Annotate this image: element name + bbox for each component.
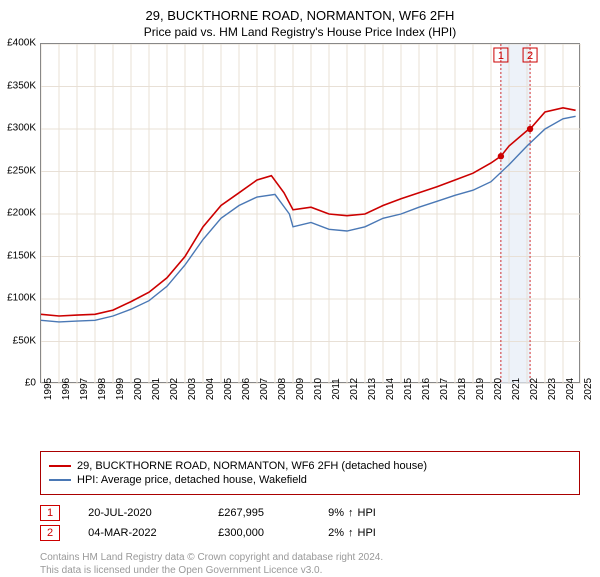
x-tick-label: 2014	[385, 378, 396, 400]
x-tick-label: 2001	[151, 378, 162, 400]
x-tick-label: 2005	[223, 378, 234, 400]
sale-date: 20-JUL-2020	[88, 507, 218, 519]
footer-notes: Contains HM Land Registry data © Crown c…	[40, 551, 580, 577]
legend-swatch	[49, 479, 71, 481]
sale-table: 1 20-JUL-2020£267,9959% ↑ HPI 2 04-MAR-2022…	[40, 505, 580, 541]
plot-rect: 12	[40, 43, 580, 383]
x-tick-label: 1995	[43, 378, 54, 400]
x-tick-label: 2006	[241, 378, 252, 400]
legend-label: HPI: Average price, detached house, Wake…	[77, 474, 307, 486]
x-tick-label: 2015	[403, 378, 414, 400]
x-tick-label: 2024	[565, 378, 576, 400]
x-tick-label: 2010	[313, 378, 324, 400]
svg-text:1: 1	[498, 50, 504, 62]
legend-row: 29, BUCKTHORNE ROAD, NORMANTON, WF6 2FH …	[49, 460, 571, 472]
arrow-up-icon: ↑	[348, 527, 354, 539]
chart-container: 29, BUCKTHORNE ROAD, NORMANTON, WF6 2FH …	[0, 0, 600, 560]
x-tick-label: 2013	[367, 378, 378, 400]
x-tick-label: 2007	[259, 378, 270, 400]
sale-marker: 1	[40, 505, 60, 521]
title-sub: Price paid vs. HM Land Registry's House …	[0, 25, 600, 39]
y-tick-label: £300K	[0, 123, 36, 134]
y-tick-label: £350K	[0, 80, 36, 91]
footer-line-2: This data is licensed under the Open Gov…	[40, 564, 580, 577]
y-tick-label: £50K	[0, 335, 36, 346]
chart-area: £0£50K£100K£150K£200K£250K£300K£350K£400…	[40, 43, 600, 393]
x-tick-label: 2004	[205, 378, 216, 400]
x-axis-labels: 1995199619971998199920002001200220032004…	[40, 385, 580, 435]
sale-price: £267,995	[218, 507, 328, 519]
x-tick-label: 1997	[79, 378, 90, 400]
x-tick-label: 2016	[421, 378, 432, 400]
x-tick-label: 2018	[457, 378, 468, 400]
y-tick-label: £150K	[0, 250, 36, 261]
x-tick-label: 2009	[295, 378, 306, 400]
x-tick-label: 2011	[331, 378, 342, 400]
title-block: 29, BUCKTHORNE ROAD, NORMANTON, WF6 2FH …	[0, 0, 600, 43]
x-tick-label: 2023	[547, 378, 558, 400]
sale-date: 04-MAR-2022	[88, 527, 218, 539]
arrow-up-icon: ↑	[348, 507, 354, 519]
y-tick-label: £200K	[0, 208, 36, 219]
x-tick-label: 1996	[61, 378, 72, 400]
y-tick-label: £100K	[0, 293, 36, 304]
plot-svg: 12	[41, 44, 581, 384]
legend-box: 29, BUCKTHORNE ROAD, NORMANTON, WF6 2FH …	[40, 451, 580, 495]
legend-swatch	[49, 465, 71, 467]
x-tick-label: 2012	[349, 378, 360, 400]
y-tick-label: £400K	[0, 38, 36, 49]
y-axis-labels: £0£50K£100K£150K£200K£250K£300K£350K£400…	[0, 43, 38, 383]
sale-row: 1 20-JUL-2020£267,9959% ↑ HPI	[40, 505, 580, 521]
sale-delta: 2% ↑ HPI	[328, 527, 376, 539]
title-main: 29, BUCKTHORNE ROAD, NORMANTON, WF6 2FH	[0, 8, 600, 23]
x-tick-label: 2000	[133, 378, 144, 400]
x-tick-label: 2022	[529, 378, 540, 400]
x-tick-label: 2019	[475, 378, 486, 400]
x-tick-label: 2021	[511, 378, 522, 400]
sale-marker: 2	[40, 525, 60, 541]
x-tick-label: 2008	[277, 378, 288, 400]
x-tick-label: 2020	[493, 378, 504, 400]
sale-row: 2 04-MAR-2022£300,0002% ↑ HPI	[40, 525, 580, 541]
legend-label: 29, BUCKTHORNE ROAD, NORMANTON, WF6 2FH …	[77, 460, 427, 472]
svg-text:2: 2	[527, 50, 533, 62]
x-tick-label: 1999	[115, 378, 126, 400]
legend-row: HPI: Average price, detached house, Wake…	[49, 474, 571, 486]
sale-delta: 9% ↑ HPI	[328, 507, 376, 519]
x-tick-label: 1998	[97, 378, 108, 400]
x-tick-label: 2003	[187, 378, 198, 400]
x-tick-label: 2002	[169, 378, 180, 400]
x-tick-label: 2025	[583, 378, 594, 400]
x-tick-label: 2017	[439, 378, 450, 400]
footer-line-1: Contains HM Land Registry data © Crown c…	[40, 551, 580, 564]
sale-price: £300,000	[218, 527, 328, 539]
y-tick-label: £250K	[0, 165, 36, 176]
y-tick-label: £0	[0, 378, 36, 389]
